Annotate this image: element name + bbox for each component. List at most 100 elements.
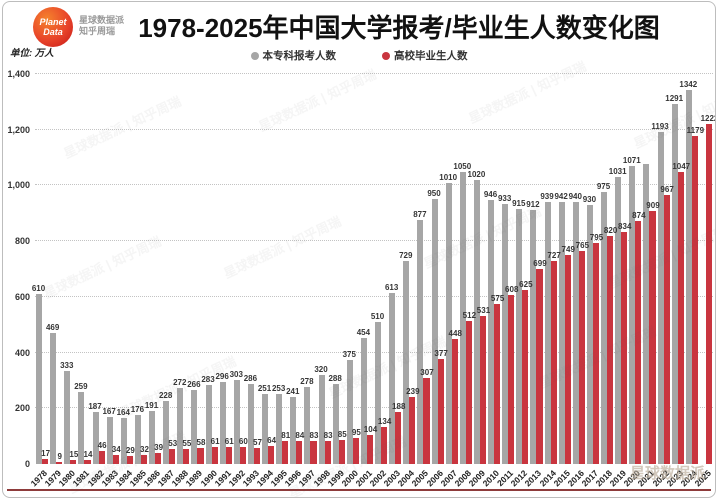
- brand-line1: 星球数据派: [79, 15, 125, 25]
- bar-value-label: 34: [111, 444, 121, 454]
- bar-value-label: 85: [337, 430, 347, 440]
- brand-line2: 知乎周瑞: [79, 26, 116, 36]
- bar-value-label: 575: [490, 293, 505, 303]
- bar-group-2014: 939 727: [540, 74, 561, 464]
- applicants-bar-1998: [318, 374, 325, 464]
- bar-group-2001: 454 104: [357, 74, 378, 464]
- applicants-bar-2009: [473, 179, 480, 464]
- bar-group-2003: 613 188: [385, 74, 405, 464]
- bar-value-label: 610: [31, 284, 46, 294]
- gridline: [35, 295, 713, 297]
- applicants-bar-2008: [459, 171, 466, 464]
- bar-group-1991: 296 61: [215, 74, 234, 464]
- graduates-bar-2003: [395, 411, 402, 464]
- graduates-bar-1990: [211, 447, 218, 464]
- bar-value-label: 283: [201, 375, 215, 385]
- bar-value-label: 1031: [608, 166, 627, 176]
- graduates-bar-2025: [705, 123, 712, 464]
- gridline: [35, 351, 713, 353]
- y-tick-label: 1,000: [7, 180, 30, 191]
- bar-group-2017: 930 795: [583, 74, 603, 464]
- bar-value-label: 877: [413, 209, 427, 219]
- bar-group-1990: 283 61: [201, 74, 220, 464]
- bar-value-label: 975: [596, 182, 611, 192]
- bar-value-label: 942: [554, 191, 568, 201]
- graduates-bar-2008: [465, 321, 472, 464]
- plot-area: 610 17 469 9 333 15 259 14 187 46 167 34 164 29 176 32 1…: [31, 73, 715, 464]
- bar-group-1986: 191 39: [144, 74, 164, 464]
- gridline: [35, 407, 713, 409]
- y-tick-label: 1,400: [7, 69, 30, 79]
- graduates-bar-1978: [42, 459, 49, 464]
- graduates-bar-1995: [282, 441, 289, 464]
- bar-group-1992: 303 60: [230, 74, 248, 464]
- bar-value-label: 95: [351, 427, 361, 437]
- graduates-bar-2020: [635, 220, 642, 464]
- bar-value-label: 15: [69, 449, 79, 459]
- bar-value-label: 933: [497, 194, 512, 204]
- graduates-bar-1987: [169, 449, 176, 464]
- graduates-bar-2005: [423, 378, 430, 464]
- legend-item-applicants: 本专科报考人数: [250, 48, 337, 63]
- gridline: [35, 128, 713, 130]
- bar-value-label: 1010: [439, 172, 458, 182]
- applicants-bar-1979: [50, 333, 57, 464]
- applicants-bar-1986: [149, 410, 156, 464]
- bar-group-2019: 1031 834: [609, 74, 632, 464]
- bar-value-label: 81: [281, 431, 291, 441]
- planet-data-logo-icon: Planet Data: [33, 7, 73, 47]
- bar-value-label: 191: [144, 400, 159, 410]
- applicants-bar-2021: [643, 163, 650, 464]
- graduates-bar-2023: [677, 172, 684, 464]
- bar-group-2005: 877 307: [413, 74, 434, 464]
- bar-value-label: 14: [83, 450, 93, 460]
- bar-value-label: 320: [314, 364, 328, 374]
- applicants-bar-1981: [78, 391, 85, 464]
- bar-value-label: 1047: [672, 162, 691, 172]
- bar-group-1997: 278 83: [300, 74, 318, 464]
- applicants-bar-2001: [360, 337, 367, 464]
- bar-group-2000: 375 95: [343, 74, 361, 464]
- applicants-bar-2003: [389, 293, 396, 464]
- applicants-bar-2016: [572, 202, 579, 464]
- bar-value-label: 84: [295, 430, 305, 440]
- applicants-bar-1987: [163, 400, 170, 464]
- graduates-bar-1986: [155, 453, 162, 464]
- graduates-bar-2018: [607, 235, 614, 464]
- bar-value-label: 608: [505, 284, 519, 294]
- bar-value-label: 164: [116, 408, 130, 418]
- applicants-bar-1997: [304, 386, 311, 464]
- legend-label-applicants: 本专科报考人数: [262, 50, 337, 62]
- unit-label: 单位: 万人: [10, 48, 54, 59]
- bar-value-label: 1342: [679, 80, 698, 90]
- bar-value-label: 253: [271, 383, 286, 393]
- bar-value-label: 834: [618, 221, 632, 231]
- bar-value-label: 531: [476, 306, 491, 316]
- applicants-bar-1990: [205, 385, 212, 464]
- bar-value-label: 950: [427, 189, 441, 199]
- legend-dot-red-icon: [382, 51, 390, 60]
- graduates-bar-1994: [268, 446, 275, 464]
- graduates-bar-2015: [564, 255, 571, 464]
- graduates-bar-1999: [338, 440, 345, 464]
- applicants-bar-1985: [134, 414, 141, 464]
- bar-value-label: 272: [173, 378, 187, 388]
- bar-value-label: 104: [363, 425, 378, 435]
- applicants-bar-1999: [332, 383, 339, 464]
- bar-value-label: 39: [154, 443, 164, 453]
- applicants-bar-1978: [36, 294, 43, 464]
- bar-value-label: 9: [57, 451, 62, 461]
- gridline: [35, 240, 713, 242]
- bar-value-label: 228: [158, 390, 173, 400]
- bar-group-1979: 469 9: [46, 74, 63, 464]
- bar-value-label: 134: [377, 416, 392, 426]
- applicants-bar-2002: [375, 321, 382, 464]
- bar-group-2015: 942 749: [554, 74, 575, 464]
- applicants-bar-2013: [530, 209, 537, 464]
- applicants-bar-1988: [177, 388, 184, 464]
- graduates-bar-2024: [691, 135, 698, 464]
- bar-value-label: 625: [519, 279, 533, 289]
- bar-value-label: 176: [130, 404, 145, 414]
- bar-value-label: 820: [603, 225, 618, 235]
